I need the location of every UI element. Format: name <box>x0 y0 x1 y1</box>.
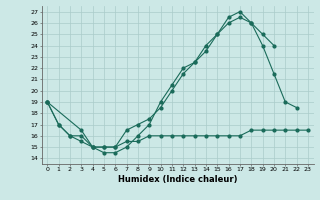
X-axis label: Humidex (Indice chaleur): Humidex (Indice chaleur) <box>118 175 237 184</box>
